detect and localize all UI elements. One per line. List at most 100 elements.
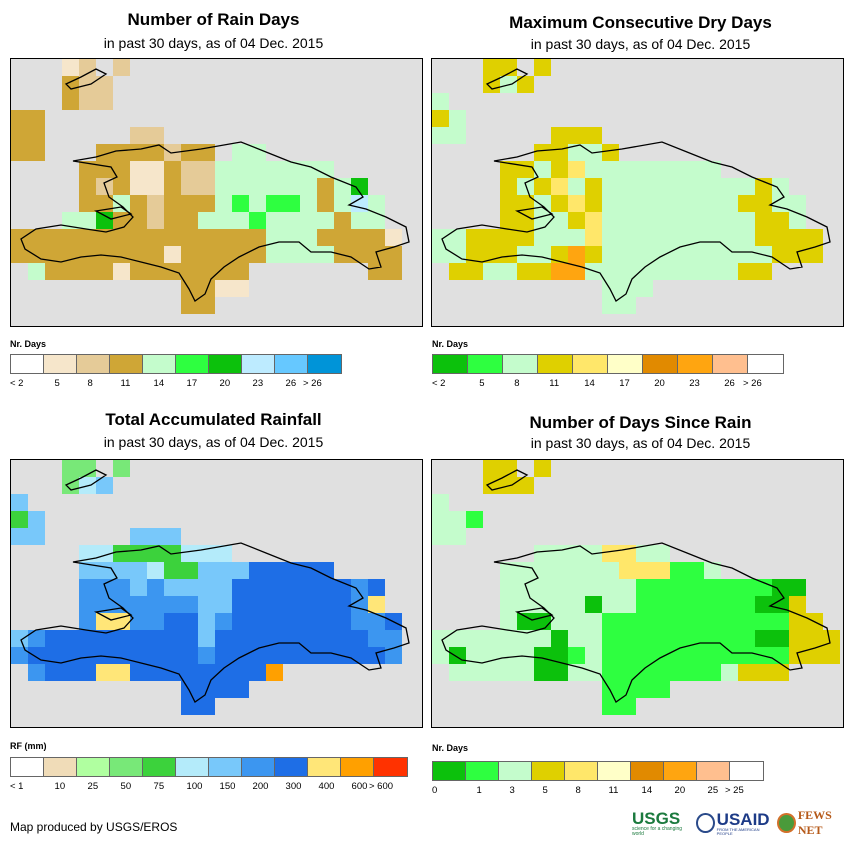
legend-label: 20 — [654, 378, 665, 389]
map-cell — [687, 263, 704, 280]
rainfall-map — [10, 459, 423, 728]
map-cell — [636, 647, 653, 664]
map-cell — [517, 596, 534, 613]
legend-label: 25 — [707, 785, 719, 796]
map-cell — [113, 562, 130, 579]
legend-label: 0 — [432, 785, 438, 796]
panel-title: Total Accumulated Rainfall — [105, 410, 322, 429]
map-cell — [636, 212, 653, 229]
map-cell — [215, 681, 232, 698]
map-cell — [534, 161, 551, 178]
legend-swatch — [143, 355, 176, 373]
map-cell — [551, 596, 568, 613]
map-cell — [232, 263, 249, 280]
map-cell — [283, 647, 300, 664]
panel-title: Number of Days Since Rain — [529, 413, 752, 432]
map-cell — [551, 246, 568, 263]
map-cell — [602, 630, 619, 647]
map-cell — [721, 630, 738, 647]
map-cell — [147, 579, 164, 596]
map-cell — [534, 545, 551, 562]
map-cell — [300, 596, 317, 613]
map-cell — [670, 562, 687, 579]
map-cell — [96, 562, 113, 579]
map-cell — [636, 596, 653, 613]
map-cell — [823, 647, 840, 664]
map-cell — [789, 579, 806, 596]
map-cell — [249, 579, 266, 596]
map-cell — [249, 195, 266, 212]
map-cell — [266, 664, 283, 681]
map-cell — [113, 229, 130, 246]
map-cell — [534, 630, 551, 647]
map-cell — [334, 579, 351, 596]
map-cell — [215, 596, 232, 613]
map-cell — [738, 246, 755, 263]
map-cell — [568, 178, 585, 195]
map-cell — [147, 144, 164, 161]
map-cell — [181, 698, 198, 715]
panel-subtitle: in past 30 days, as of 04 Dec. 2015 — [103, 35, 324, 51]
map-cell — [351, 613, 368, 630]
map-cell — [181, 178, 198, 195]
map-cell — [215, 161, 232, 178]
map-cell — [368, 630, 385, 647]
map-cell — [517, 195, 534, 212]
map-cell — [653, 681, 670, 698]
map-cell — [130, 263, 147, 280]
map-cell — [738, 263, 755, 280]
map-cell — [704, 613, 721, 630]
map-cell — [449, 647, 466, 664]
map-cell — [181, 229, 198, 246]
map-cell — [351, 178, 368, 195]
map-cell — [738, 664, 755, 681]
dry-days-map — [431, 58, 844, 327]
map-cell — [500, 579, 517, 596]
map-cell — [687, 178, 704, 195]
map-cell — [334, 195, 351, 212]
map-cell — [79, 596, 96, 613]
map-cell — [568, 579, 585, 596]
legend-label: 75 — [153, 781, 165, 792]
map-cell — [636, 195, 653, 212]
legend-label: 23 — [689, 378, 700, 389]
map-cell — [113, 178, 130, 195]
map-cell — [670, 647, 687, 664]
map-cell — [113, 630, 130, 647]
map-cell — [130, 613, 147, 630]
map-cell — [334, 229, 351, 246]
map-cell — [96, 144, 113, 161]
map-cell — [96, 76, 113, 93]
map-cell — [113, 664, 130, 681]
legend-swatch — [11, 758, 44, 776]
map-cell — [266, 178, 283, 195]
map-cell — [300, 579, 317, 596]
map-cell — [249, 246, 266, 263]
map-cell — [283, 630, 300, 647]
map-cell — [198, 178, 215, 195]
map-cell — [181, 545, 198, 562]
rain-days-map — [10, 58, 423, 327]
map-cell — [232, 229, 249, 246]
map-cell — [432, 494, 449, 511]
map-cell — [11, 127, 28, 144]
map-cell — [687, 579, 704, 596]
legend-swatch — [433, 762, 466, 780]
map-cell — [232, 664, 249, 681]
map-cell — [500, 246, 517, 263]
map-cell — [198, 579, 215, 596]
map-cell — [738, 579, 755, 596]
map-cell — [198, 698, 215, 715]
map-cell — [181, 144, 198, 161]
map-cell — [249, 144, 266, 161]
map-cell — [11, 144, 28, 161]
map-cell — [96, 212, 113, 229]
map-cell — [466, 229, 483, 246]
map-cell — [500, 263, 517, 280]
map-cell — [79, 195, 96, 212]
map-cell — [551, 161, 568, 178]
map-cell — [215, 280, 232, 297]
map-cell — [28, 127, 45, 144]
map-cell — [300, 229, 317, 246]
map-cell — [449, 664, 466, 681]
